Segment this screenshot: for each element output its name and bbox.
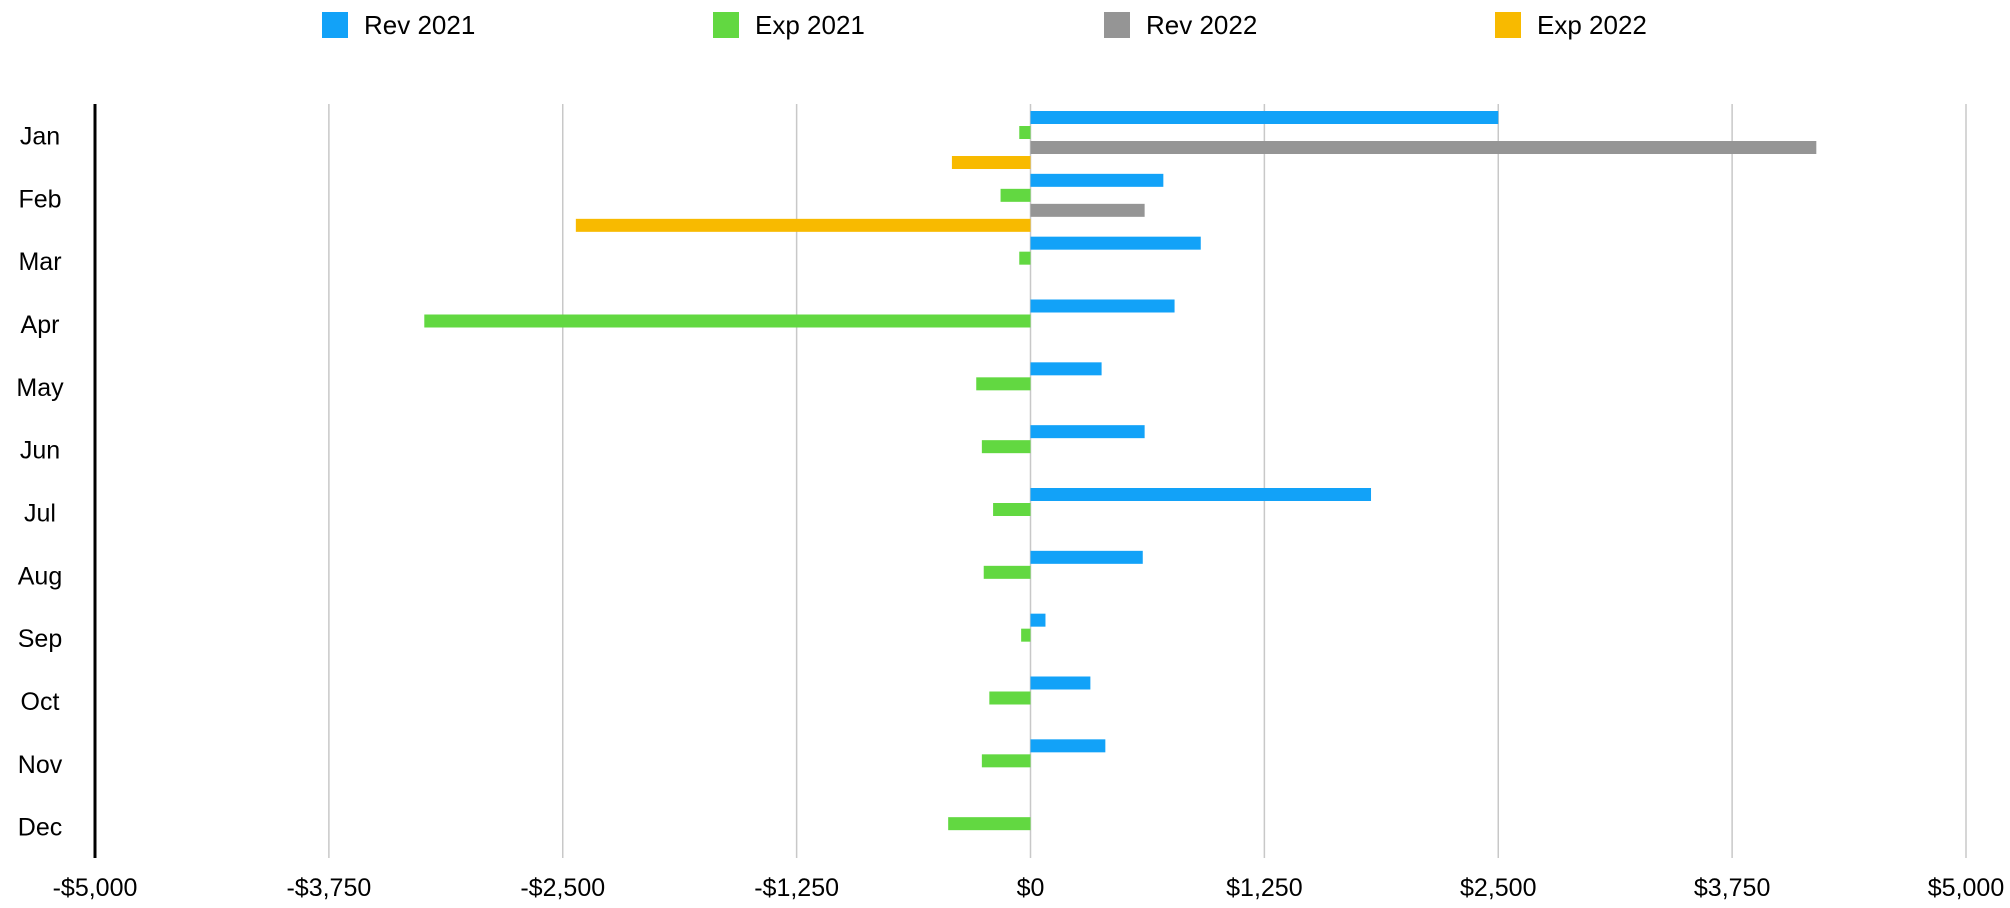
x-tick-label-5-000: -$5,000 bbox=[53, 874, 138, 902]
x-tick-label-3-750: -$3,750 bbox=[286, 874, 371, 902]
bar-exp-2021-mar bbox=[1019, 251, 1031, 265]
bar-exp-2021-jan bbox=[1019, 126, 1031, 139]
bar-exp-2021-jun bbox=[981, 440, 1031, 454]
bar-rev-2021-may bbox=[1030, 362, 1102, 376]
bar-rev-2021-apr bbox=[1030, 299, 1175, 313]
legend-label-exp-2022: Exp 2022 bbox=[1537, 9, 1647, 40]
legend-swatch-rev-2022 bbox=[1104, 12, 1130, 38]
x-tick-label-2-500: -$2,500 bbox=[520, 874, 605, 902]
x-tick-label-3-750: $3,750 bbox=[1694, 874, 1770, 902]
y-tick-label-may: May bbox=[16, 374, 64, 402]
legend: Rev 2021 Exp 2021 Rev 2022 Exp 2022 bbox=[0, 10, 2010, 50]
bar-rev-2021-nov bbox=[1030, 739, 1106, 753]
grid-lines bbox=[328, 104, 1967, 858]
bar-rev-2021-jan bbox=[1030, 111, 1499, 124]
bar-rev-2022-jan bbox=[1030, 141, 1817, 154]
bar-exp-2021-jul bbox=[993, 503, 1031, 516]
legend-swatch-rev-2021 bbox=[322, 12, 348, 38]
bar-rev-2021-feb bbox=[1030, 173, 1164, 187]
bar-rev-2021-sep bbox=[1030, 613, 1046, 627]
legend-label-rev-2022: Rev 2022 bbox=[1146, 9, 1258, 40]
bar-exp-2021-nov bbox=[981, 754, 1031, 768]
y-tick-label-dec: Dec bbox=[18, 814, 62, 842]
bar-exp-2021-aug bbox=[983, 565, 1031, 579]
bar-rev-2021-mar bbox=[1030, 236, 1201, 250]
bar-rev-2021-aug bbox=[1030, 550, 1143, 564]
bar-exp-2021-dec bbox=[948, 817, 1031, 831]
legend-item-exp-2022: Exp 2022 bbox=[1495, 10, 1647, 40]
y-tick-label-nov: Nov bbox=[18, 751, 63, 779]
y-tick-label-feb: Feb bbox=[18, 185, 61, 213]
bar-exp-2022-jan bbox=[951, 156, 1031, 169]
y-tick-label-aug: Aug bbox=[18, 562, 62, 590]
legend-item-rev-2022: Rev 2022 bbox=[1104, 10, 1257, 40]
bar-exp-2021-sep bbox=[1021, 628, 1031, 642]
legend-label-exp-2021: Exp 2021 bbox=[755, 9, 865, 40]
tick-labels: Jan Feb Mar Apr May Jun Jul Aug Sep Oct Nov Dec -$5,… bbox=[16, 122, 2004, 902]
legend-item-exp-2021: Exp 2021 bbox=[713, 10, 865, 40]
y-tick-label-jan: Jan bbox=[20, 122, 60, 150]
bar-rev-2022-feb bbox=[1030, 203, 1145, 217]
bar-exp-2021-oct bbox=[989, 691, 1031, 705]
bar-exp-2021-apr bbox=[424, 314, 1031, 328]
x-tick-label-1-250: $1,250 bbox=[1226, 874, 1302, 902]
bar-exp-2021-may bbox=[976, 377, 1031, 391]
y-tick-label-oct: Oct bbox=[21, 688, 60, 716]
y-tick-label-sep: Sep bbox=[18, 625, 62, 653]
y-tick-label-apr: Apr bbox=[21, 311, 60, 339]
legend-label-rev-2021: Rev 2021 bbox=[364, 9, 476, 40]
bar-rev-2021-oct bbox=[1030, 676, 1091, 690]
y-tick-label-jun: Jun bbox=[20, 437, 60, 465]
x-tick-label-1-250: -$1,250 bbox=[754, 874, 839, 902]
legend-swatch-exp-2021 bbox=[713, 12, 739, 38]
bars bbox=[424, 111, 1817, 831]
legend-item-rev-2021: Rev 2021 bbox=[322, 10, 475, 40]
x-tick-label-5-000: $5,000 bbox=[1928, 874, 2004, 902]
bar-exp-2021-feb bbox=[1000, 188, 1031, 202]
y-tick-label-mar: Mar bbox=[18, 248, 61, 276]
bar-exp-2022-feb bbox=[575, 218, 1031, 232]
legend-swatch-exp-2022 bbox=[1495, 12, 1521, 38]
bar-rev-2021-jun bbox=[1030, 425, 1145, 439]
bar-rev-2021-jul bbox=[1030, 488, 1372, 501]
x-tick-label-2-500: $2,500 bbox=[1460, 874, 1536, 902]
x-tick-label-0: $0 bbox=[1017, 874, 1045, 902]
y-tick-label-jul: Jul bbox=[24, 499, 56, 527]
